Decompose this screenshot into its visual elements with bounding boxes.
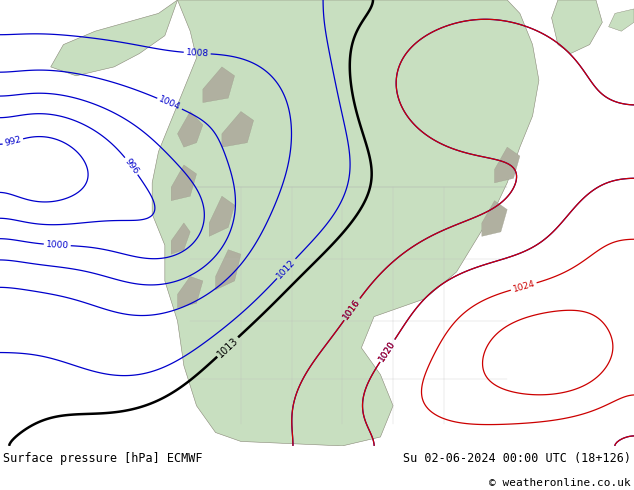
Polygon shape [171, 223, 190, 254]
Polygon shape [609, 9, 634, 31]
Polygon shape [216, 250, 241, 290]
Text: © weatheronline.co.uk: © weatheronline.co.uk [489, 478, 631, 488]
Text: 1013: 1013 [216, 335, 240, 359]
Polygon shape [51, 0, 178, 76]
Polygon shape [152, 0, 539, 446]
Polygon shape [495, 147, 520, 183]
Polygon shape [178, 276, 203, 308]
Text: Surface pressure [hPa] ECMWF: Surface pressure [hPa] ECMWF [3, 452, 203, 465]
Polygon shape [171, 165, 197, 201]
Polygon shape [178, 112, 203, 147]
Polygon shape [482, 201, 507, 236]
Polygon shape [222, 112, 254, 147]
Polygon shape [209, 196, 235, 236]
Text: 1004: 1004 [157, 95, 182, 112]
Text: 1012: 1012 [275, 257, 297, 280]
Text: 1020: 1020 [377, 339, 398, 363]
Text: 1024: 1024 [512, 279, 536, 294]
Text: 996: 996 [123, 156, 140, 175]
Text: 1016: 1016 [342, 297, 363, 321]
Text: 1000: 1000 [46, 240, 69, 250]
Polygon shape [552, 0, 602, 53]
Text: 1016: 1016 [342, 297, 363, 321]
Polygon shape [203, 67, 235, 102]
Text: 1020: 1020 [377, 339, 398, 363]
Text: 1008: 1008 [186, 48, 209, 58]
Text: Su 02-06-2024 00:00 UTC (18+126): Su 02-06-2024 00:00 UTC (18+126) [403, 452, 631, 465]
Text: 992: 992 [4, 135, 22, 148]
